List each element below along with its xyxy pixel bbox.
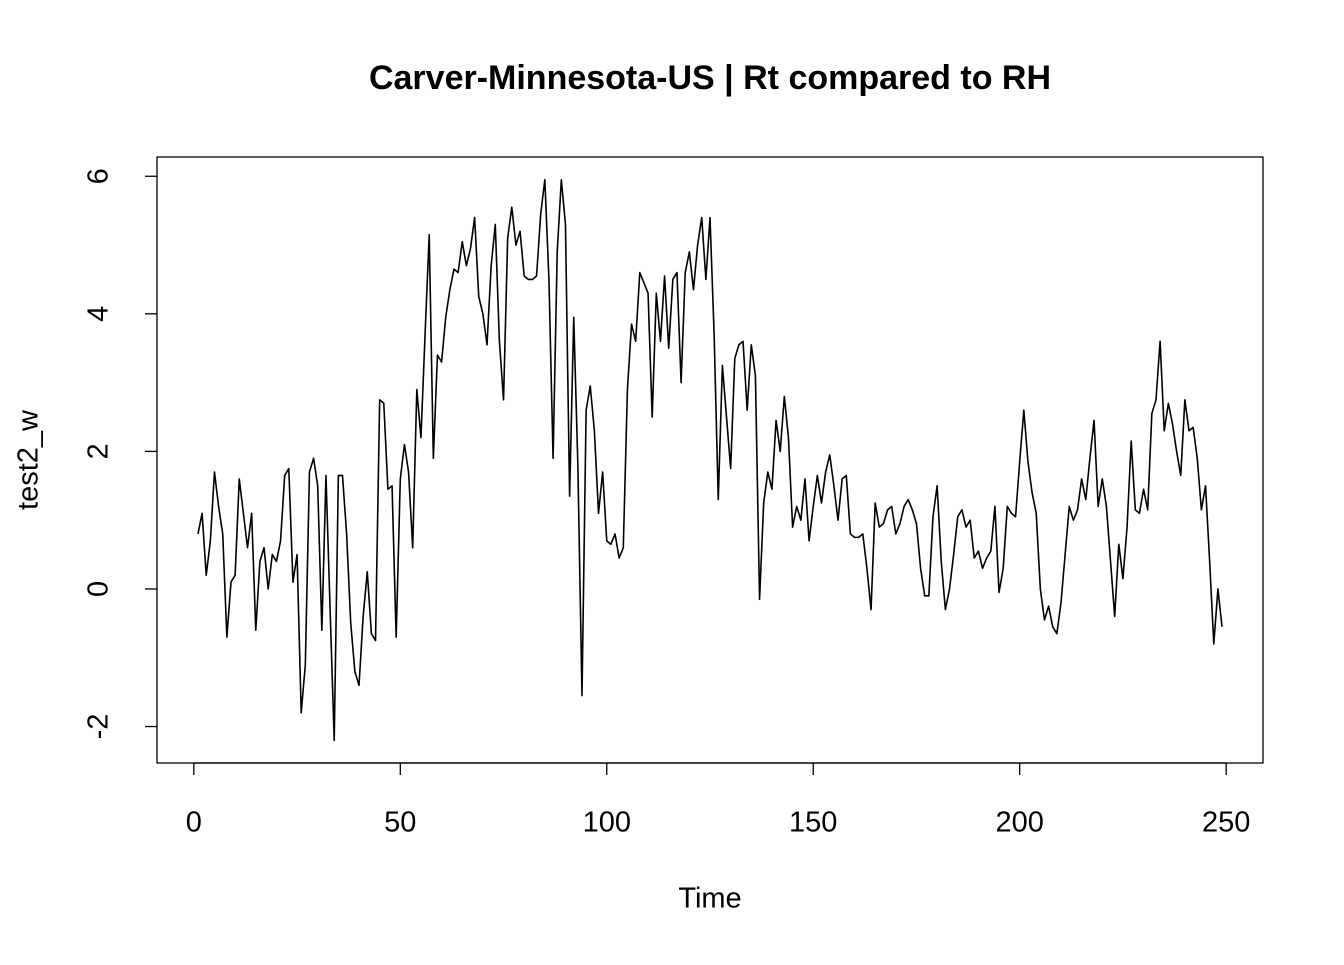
x-axis-label: Time	[678, 883, 741, 915]
chart-title: Carver-Minnesota-US | Rt compared to RH	[369, 59, 1051, 97]
x-tick-label: 250	[1202, 807, 1250, 839]
x-tick-label: 50	[384, 807, 416, 839]
x-tick-label: 100	[583, 807, 631, 839]
y-axis-label: test2_w	[13, 409, 45, 510]
y-tick-label: 6	[83, 168, 115, 184]
x-tick-label: 0	[186, 807, 202, 839]
series-line	[197, 178, 1223, 742]
x-tick-label: 200	[996, 807, 1044, 839]
y-tick-label: 4	[83, 306, 115, 322]
y-tick-label: 2	[83, 443, 115, 459]
y-tick-label: -2	[83, 714, 115, 740]
x-tick-label: 150	[789, 807, 837, 839]
y-tick-label: 0	[83, 581, 115, 597]
